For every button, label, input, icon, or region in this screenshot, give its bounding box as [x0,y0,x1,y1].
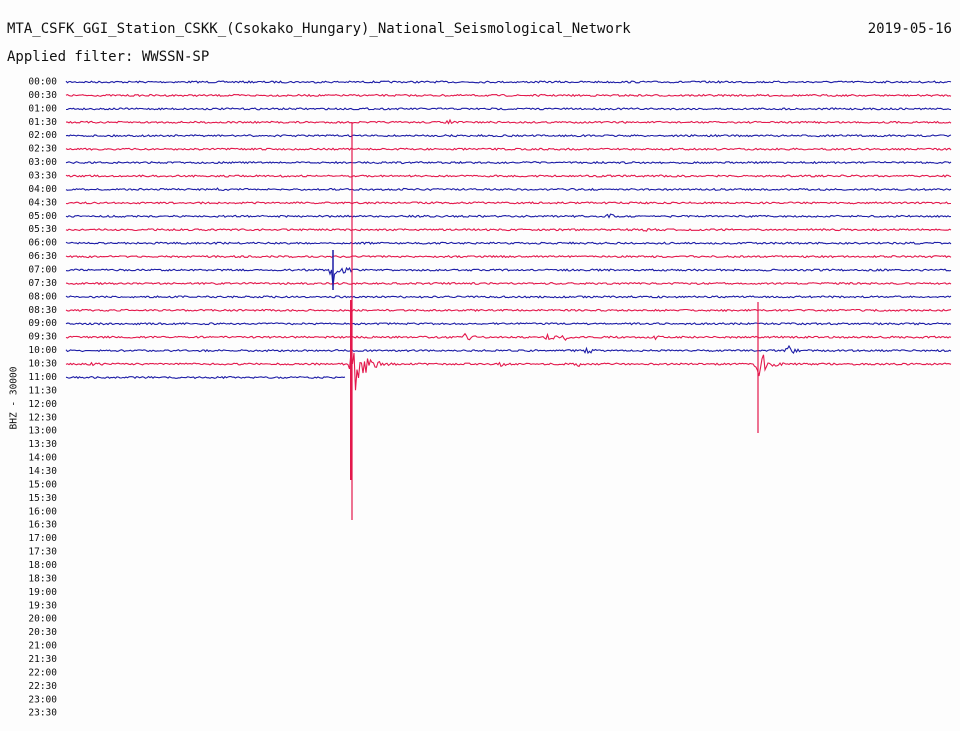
time-label: 07:00 [28,265,57,276]
time-label: 04:30 [28,197,57,208]
time-label: 05:30 [28,224,57,235]
time-label: 14:00 [28,453,57,464]
trace [65,187,952,192]
time-label: 15:30 [28,493,57,504]
time-label: 02:30 [28,144,57,155]
time-label: 01:00 [28,103,57,114]
time-label: 09:00 [28,318,57,329]
trace [65,160,952,165]
time-label: 00:00 [28,77,57,88]
trace [66,107,952,111]
time-label: 19:00 [28,587,57,598]
time-label: 06:30 [28,251,57,262]
time-label: 04:00 [28,184,57,195]
time-label: 16:00 [28,506,57,517]
trace [65,281,952,286]
filter: Applied filter: WWSSN-SP [7,49,209,65]
trace [65,213,952,219]
trace [65,227,952,232]
trace [65,133,952,138]
time-label: 22:00 [28,667,57,678]
trace [65,332,952,341]
time-label: 09:30 [28,332,57,343]
time-label: 18:00 [28,560,57,571]
time-label: 13:30 [28,439,57,450]
trace [65,80,952,84]
time-label: 10:00 [28,345,57,356]
trace [65,241,952,245]
time-label: 19:30 [28,600,57,611]
time-label: 05:00 [28,211,57,222]
trace [65,352,952,391]
trace [65,295,952,299]
trace [65,322,952,326]
time-label: 18:30 [28,573,57,584]
trace [65,308,952,312]
trace [65,266,952,287]
trace [65,174,952,178]
time-label: 20:00 [28,614,57,625]
trace [65,147,952,151]
time-label: 17:30 [28,547,57,558]
time-label: 15:00 [28,479,57,490]
time-label: 20:30 [28,627,57,638]
trace [65,344,952,355]
date: 2019-05-16 [868,21,952,37]
time-label: 23:30 [28,708,57,719]
time-label: 16:30 [28,520,57,531]
time-label: 03:00 [28,157,57,168]
trace [65,375,346,380]
time-label: 08:00 [28,291,57,302]
time-label: 08:30 [28,305,57,316]
time-label: 03:30 [28,171,57,182]
time-label: 14:30 [28,466,57,477]
time-label: 23:00 [28,694,57,705]
trace [66,118,952,125]
time-label: 07:30 [28,278,57,289]
time-label: 00:30 [28,90,57,101]
station-title: MTA_CSFK_GGI_Station_CSKK_(Csokako_Hunga… [7,21,631,37]
time-label: 01:30 [28,117,57,128]
time-label: 22:30 [28,681,57,692]
time-label: 21:30 [28,654,57,665]
time-label: 12:30 [28,412,57,423]
trace [65,254,952,259]
channel-label: BHZ - 30000 [9,366,20,429]
time-label: 10:30 [28,359,57,370]
time-label: 13:00 [28,426,57,437]
time-label: 12:00 [28,399,57,410]
trace [65,93,952,98]
time-label: 17:00 [28,533,57,544]
time-label: 11:00 [28,372,57,383]
trace [65,201,951,205]
time-label: 21:00 [28,641,57,652]
time-label: 06:00 [28,238,57,249]
time-label: 02:00 [28,130,57,141]
time-label: 11:30 [28,385,57,396]
